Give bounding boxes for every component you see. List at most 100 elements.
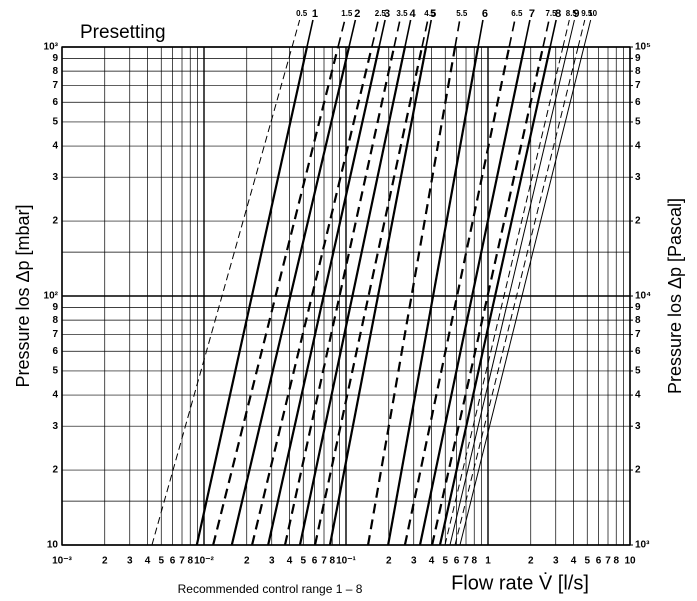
y2-tick-label: 10³ <box>635 540 650 551</box>
curve-label: 1 <box>312 8 318 20</box>
curve <box>387 46 480 546</box>
x-tick-label: 5 <box>300 556 306 567</box>
curve-label: 9 <box>573 8 579 20</box>
curve-extension <box>549 19 557 48</box>
y-tick-label: 2 <box>52 465 58 476</box>
y2-tick-label: 3 <box>635 421 641 432</box>
curve <box>298 46 407 546</box>
y2-tick-label: 6 <box>635 97 641 108</box>
y-tick-label: 8 <box>52 315 58 326</box>
y-tick-label: 9 <box>52 53 58 64</box>
x-tick-label: 6 <box>596 556 602 567</box>
x-tick-label: 4 <box>429 556 435 567</box>
x-tick-label: 7 <box>605 556 611 567</box>
y2-tick-label: 6 <box>635 346 641 357</box>
curve-label: 1.5 <box>341 9 353 18</box>
x-axis-title: Flow rate V̇ [l/s] <box>451 572 589 594</box>
curve-label: 5 <box>430 8 436 20</box>
x-tick-label: 7 <box>463 556 469 567</box>
curve-label: 4 <box>410 8 417 20</box>
curve <box>212 46 340 546</box>
curve-label: 9.5 <box>581 9 593 18</box>
y2-tick-label: 9 <box>635 53 641 64</box>
x-tick-label: 2 <box>386 556 392 567</box>
y-tick-label: 7 <box>52 329 58 340</box>
curve-label: 6.5 <box>511 9 523 18</box>
curve <box>328 46 428 546</box>
curve-extension <box>291 19 301 48</box>
x-tick-label: 8 <box>613 556 619 567</box>
note: Recommended control range 1 – 8 <box>178 582 363 596</box>
curve-extension <box>371 19 380 48</box>
curve <box>459 46 585 546</box>
curve <box>444 46 564 546</box>
y2-tick-label: 9 <box>635 302 641 313</box>
y-tick-label: 4 <box>52 390 58 401</box>
y2-tick-label: 2 <box>635 216 641 227</box>
x-tick-label: 6 <box>170 556 176 567</box>
y2-tick-label: 4 <box>635 390 641 401</box>
x-tick-label: 10⁻¹ <box>336 556 356 567</box>
curve <box>230 46 351 546</box>
y-tick-label: 10 <box>47 540 59 551</box>
x-tick-label: 4 <box>287 556 293 567</box>
y-tick-label: 3 <box>52 172 58 183</box>
curve-extension <box>577 19 586 48</box>
y2-axis-title: Pressure los Δp [Pascal] <box>665 198 685 394</box>
y2-tick-label: 8 <box>635 66 641 77</box>
curve <box>403 46 511 546</box>
curve-extension <box>348 19 357 48</box>
y-tick-label: 4 <box>52 141 58 152</box>
curve-label: 7.5 <box>545 9 557 18</box>
curve-extension <box>378 19 386 48</box>
curve-extension <box>508 19 516 48</box>
x-tick-label: 1 <box>485 556 491 567</box>
curve <box>438 46 552 546</box>
curve-extension <box>404 19 412 48</box>
y2-tick-label: 8 <box>635 315 641 326</box>
x-tick-label: 2 <box>244 556 250 567</box>
curve-label: 8.5 <box>566 9 578 18</box>
y2-tick-label: 5 <box>635 366 641 377</box>
curve-label: 2 <box>354 8 360 20</box>
y2-tick-label: 3 <box>635 172 641 183</box>
y-tick-label: 6 <box>52 346 58 357</box>
curve <box>454 46 579 546</box>
x-tick-label: 5 <box>442 556 448 567</box>
curve-extension <box>477 19 484 48</box>
chart-title: Presetting <box>80 22 166 43</box>
y-tick-label: 10³ <box>44 42 59 53</box>
y-tick-label: 8 <box>52 66 58 77</box>
curve <box>250 46 373 546</box>
y2-tick-label: 7 <box>635 80 641 91</box>
curve <box>449 46 569 546</box>
x-tick-label: 7 <box>179 556 185 567</box>
x-tick-label: 8 <box>329 556 335 567</box>
y-tick-label: 5 <box>52 117 58 128</box>
curve-extension <box>567 19 575 48</box>
y-tick-label: 3 <box>52 421 58 432</box>
x-tick-label: 3 <box>127 556 133 567</box>
y-tick-label: 10² <box>44 291 59 302</box>
y-tick-label: 2 <box>52 216 58 227</box>
x-tick-label: 7 <box>321 556 327 567</box>
x-tick-label: 5 <box>584 556 590 567</box>
x-tick-label: 3 <box>269 556 275 567</box>
y2-tick-label: 10⁴ <box>635 291 651 302</box>
curve-extension <box>562 19 570 48</box>
y2-tick-label: 5 <box>635 117 641 128</box>
curve <box>195 46 309 546</box>
curve-label: 6 <box>482 8 488 20</box>
x-tick-label: 2 <box>528 556 534 567</box>
y-tick-label: 9 <box>52 302 58 313</box>
curve-extension <box>306 19 314 48</box>
curve <box>151 46 293 546</box>
curve-label: 5.5 <box>456 9 468 18</box>
curve <box>418 46 526 546</box>
y2-tick-label: 4 <box>635 141 641 152</box>
x-tick-label: 8 <box>187 556 193 567</box>
x-tick-label: 3 <box>411 556 417 567</box>
curve-label: 10 <box>588 9 597 18</box>
